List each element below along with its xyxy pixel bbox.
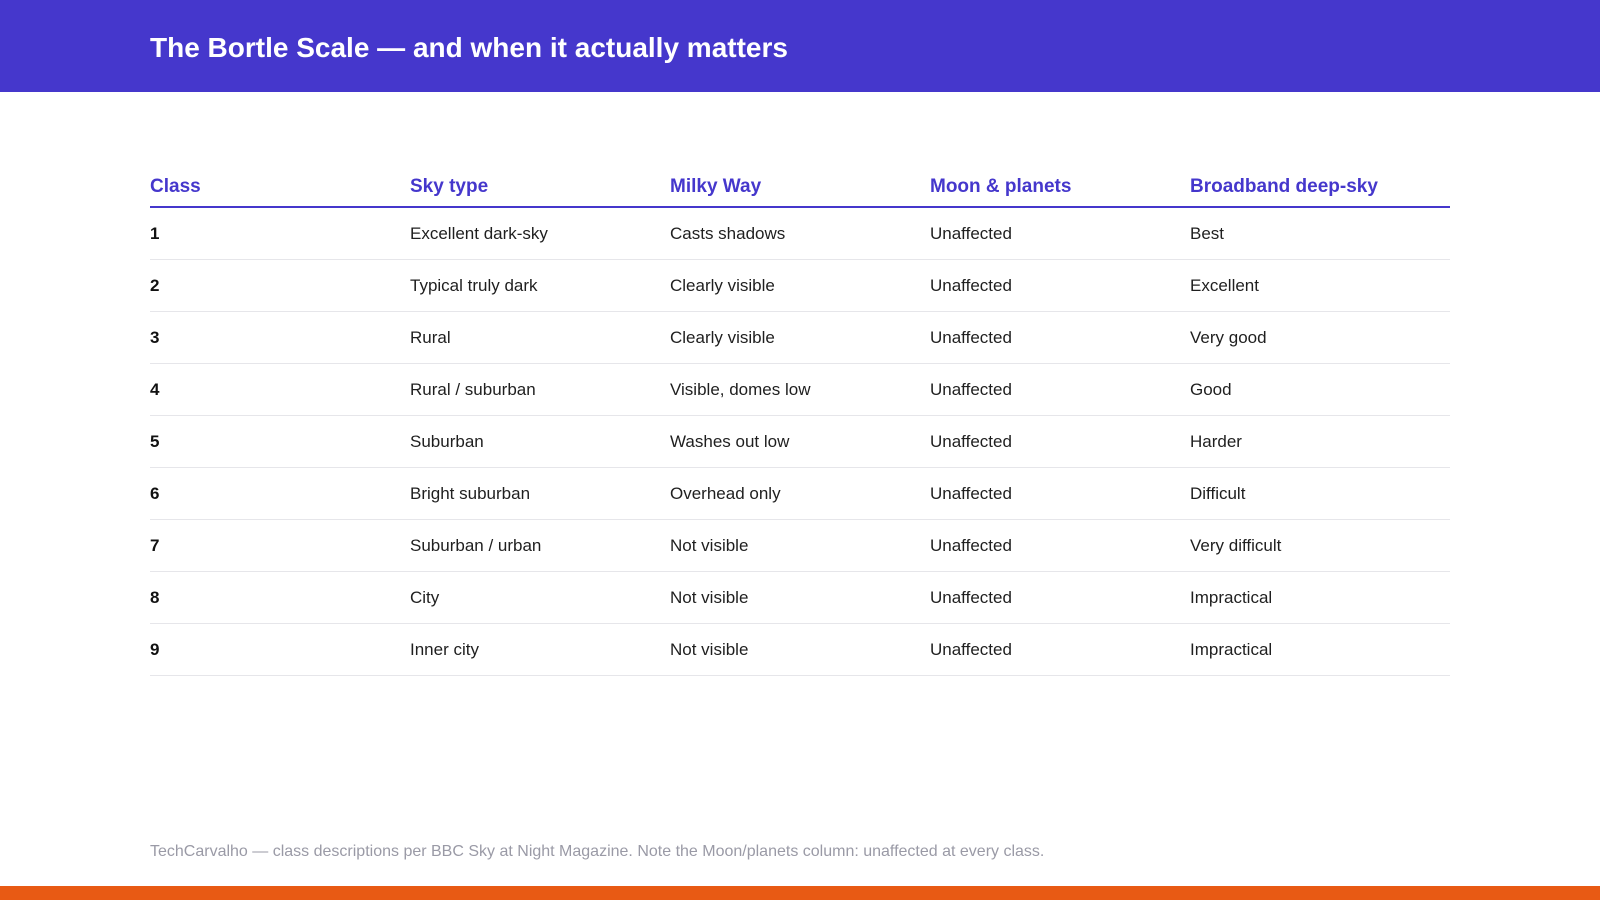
cell-broadband-deep-sky: Harder [1190,415,1450,468]
column-header-milky-way: Milky Way [670,170,930,208]
cell-sky-type: Inner city [410,623,670,676]
column-header-broadband-deep-sky: Broadband deep-sky [1190,170,1450,208]
cell-moon-planets: Unaffected [930,623,1190,676]
table-row: 2 Typical truly dark Clearly visible Una… [150,259,1450,312]
cell-milky-way: Clearly visible [670,311,930,364]
table-row: 1 Excellent dark-sky Casts shadows Unaff… [150,207,1450,260]
header-banner: The Bortle Scale — and when it actually … [0,0,1600,92]
bortle-table-container: Class Sky type Milky Way Moon & planets … [150,170,1450,676]
cell-broadband-deep-sky: Very good [1190,311,1450,364]
page-title: The Bortle Scale — and when it actually … [150,32,788,63]
cell-broadband-deep-sky: Excellent [1190,259,1450,312]
bortle-table: Class Sky type Milky Way Moon & planets … [150,170,1450,676]
column-header-class: Class [150,170,410,208]
cell-sky-type: Rural [410,311,670,364]
cell-broadband-deep-sky: Very difficult [1190,519,1450,572]
cell-milky-way: Not visible [670,519,930,572]
cell-sky-type: Typical truly dark [410,259,670,312]
table-row: 7 Suburban / urban Not visible Unaffecte… [150,519,1450,572]
cell-milky-way: Not visible [670,571,930,624]
cell-sky-type: Rural / suburban [410,363,670,416]
cell-moon-planets: Unaffected [930,467,1190,520]
cell-broadband-deep-sky: Impractical [1190,623,1450,676]
table-row: 4 Rural / suburban Visible, domes low Un… [150,363,1450,416]
table-row: 8 City Not visible Unaffected Impractica… [150,571,1450,624]
footnote: TechCarvalho — class descriptions per BB… [150,843,1045,860]
cell-class: 3 [150,311,410,364]
cell-milky-way: Visible, domes low [670,363,930,416]
table-row: 6 Bright suburban Overhead only Unaffect… [150,467,1450,520]
table-row: 3 Rural Clearly visible Unaffected Very … [150,311,1450,364]
column-header-moon-planets: Moon & planets [930,170,1190,208]
cell-class: 2 [150,259,410,312]
column-header-sky-type: Sky type [410,170,670,208]
cell-broadband-deep-sky: Impractical [1190,571,1450,624]
cell-class: 9 [150,623,410,676]
cell-class: 5 [150,415,410,468]
cell-moon-planets: Unaffected [930,311,1190,364]
cell-moon-planets: Unaffected [930,259,1190,312]
cell-milky-way: Overhead only [670,467,930,520]
cell-class: 6 [150,467,410,520]
cell-sky-type: Excellent dark-sky [410,207,670,260]
table-header-row: Class Sky type Milky Way Moon & planets … [150,170,1450,208]
cell-class: 4 [150,363,410,416]
cell-class: 8 [150,571,410,624]
cell-broadband-deep-sky: Difficult [1190,467,1450,520]
cell-moon-planets: Unaffected [930,415,1190,468]
cell-moon-planets: Unaffected [930,207,1190,260]
cell-sky-type: Bright suburban [410,467,670,520]
table-row: 9 Inner city Not visible Unaffected Impr… [150,623,1450,676]
cell-sky-type: Suburban / urban [410,519,670,572]
cell-sky-type: City [410,571,670,624]
cell-broadband-deep-sky: Good [1190,363,1450,416]
cell-moon-planets: Unaffected [930,571,1190,624]
cell-milky-way: Washes out low [670,415,930,468]
cell-milky-way: Clearly visible [670,259,930,312]
bottom-accent-bar [0,886,1600,900]
cell-moon-planets: Unaffected [930,363,1190,416]
cell-broadband-deep-sky: Best [1190,207,1450,260]
cell-moon-planets: Unaffected [930,519,1190,572]
cell-class: 7 [150,519,410,572]
table-row: 5 Suburban Washes out low Unaffected Har… [150,415,1450,468]
cell-sky-type: Suburban [410,415,670,468]
cell-class: 1 [150,207,410,260]
cell-milky-way: Casts shadows [670,207,930,260]
cell-milky-way: Not visible [670,623,930,676]
